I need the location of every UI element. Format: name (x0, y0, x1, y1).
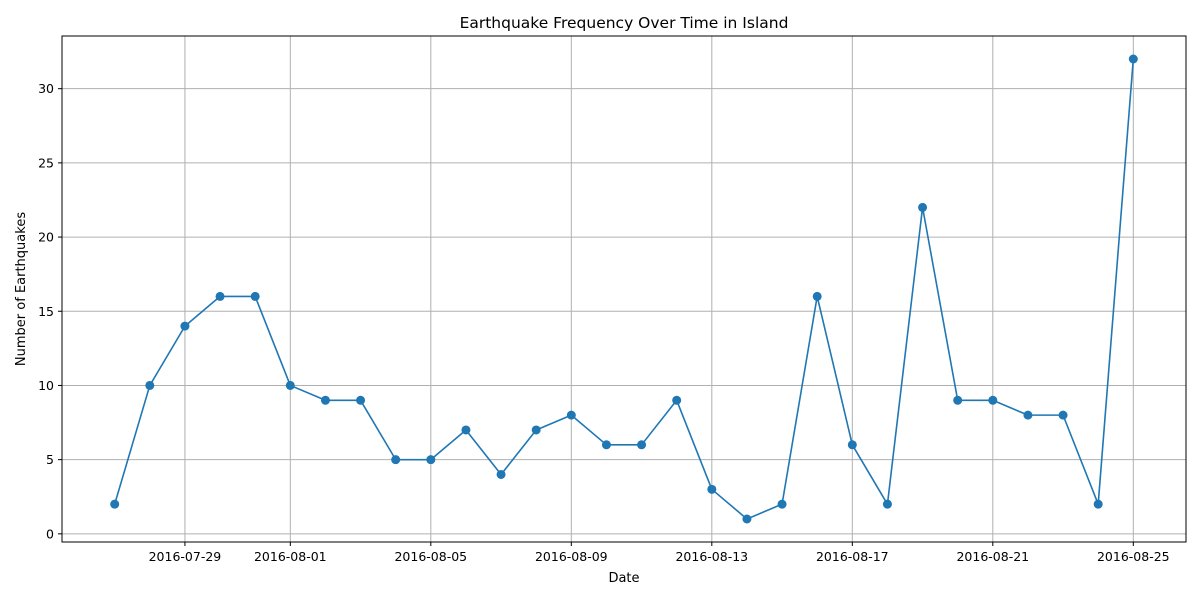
x-tick-label: 2016-07-29 (149, 549, 222, 564)
data-point (215, 291, 225, 301)
y-tick-label: 0 (46, 526, 54, 541)
x-tick-label: 2016-08-13 (675, 549, 748, 564)
data-point (707, 484, 717, 494)
y-tick-label: 30 (38, 81, 54, 96)
data-point (1023, 410, 1033, 420)
marker-layer (110, 54, 1138, 524)
x-tick-label: 2016-08-21 (956, 549, 1029, 564)
y-axis: 0 5 10 15 20 25 30 (38, 81, 62, 541)
x-tick-label: 2016-08-09 (535, 549, 608, 564)
data-point (988, 395, 998, 405)
data-point (1093, 499, 1103, 509)
data-point (918, 202, 928, 212)
data-point (496, 469, 506, 479)
data-point (672, 395, 682, 405)
data-point (601, 440, 611, 450)
data-point (812, 291, 822, 301)
series-line (113, 58, 1135, 520)
y-tick-label: 5 (46, 452, 54, 467)
data-point (110, 499, 120, 509)
y-tick-label: 10 (38, 378, 54, 393)
data-point (637, 440, 647, 450)
data-point (320, 395, 330, 405)
y-tick-label: 25 (38, 155, 54, 170)
data-point (882, 499, 892, 509)
y-axis-label: Number of Earthquakes (14, 212, 29, 366)
x-tick-label: 2016-08-25 (1097, 549, 1170, 564)
chart-title: Earthquake Frequency Over Time in Island (460, 14, 789, 32)
data-point (250, 291, 260, 301)
x-axis: 2016-07-29 2016-08-01 2016-08-05 2016-08-09… (149, 542, 1170, 564)
y-tick-label: 15 (38, 304, 54, 319)
series-line-layer (113, 58, 1135, 520)
data-point (1128, 54, 1138, 64)
data-point (180, 321, 190, 331)
grid (62, 36, 1186, 542)
data-point (461, 425, 471, 435)
data-point (953, 395, 963, 405)
data-point (426, 455, 436, 465)
data-point (566, 410, 576, 420)
x-axis-label: Date (608, 571, 639, 586)
data-point (1058, 410, 1068, 420)
x-tick-label: 2016-08-05 (394, 549, 467, 564)
data-point (777, 499, 787, 509)
data-point (145, 380, 155, 390)
data-point (742, 514, 752, 524)
data-point (391, 455, 401, 465)
data-point (285, 380, 295, 390)
data-point (356, 395, 366, 405)
x-tick-label: 2016-08-01 (254, 549, 327, 564)
x-tick-label: 2016-08-17 (816, 549, 889, 564)
plot-frame (61, 35, 1187, 543)
y-tick-label: 20 (38, 230, 54, 245)
data-point (531, 425, 541, 435)
data-point (847, 440, 857, 450)
